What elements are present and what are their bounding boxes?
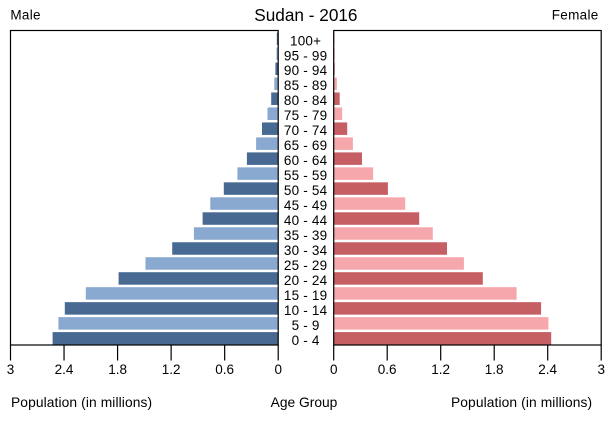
svg-text:3: 3 bbox=[597, 362, 605, 377]
svg-text:2.4: 2.4 bbox=[538, 362, 557, 377]
svg-text:Sudan - 2016: Sudan - 2016 bbox=[254, 5, 357, 25]
svg-text:1.8: 1.8 bbox=[108, 362, 127, 377]
svg-text:0: 0 bbox=[274, 362, 282, 377]
svg-text:80 - 84: 80 - 84 bbox=[284, 93, 328, 108]
svg-text:20 - 24: 20 - 24 bbox=[284, 273, 328, 288]
svg-text:10 - 14: 10 - 14 bbox=[284, 303, 328, 318]
svg-text:5 - 9: 5 - 9 bbox=[292, 318, 320, 333]
svg-text:65 - 69: 65 - 69 bbox=[284, 138, 327, 153]
svg-text:25 - 29: 25 - 29 bbox=[284, 258, 327, 273]
svg-text:1.8: 1.8 bbox=[485, 362, 504, 377]
svg-text:15 - 19: 15 - 19 bbox=[284, 288, 327, 303]
svg-text:90 - 94: 90 - 94 bbox=[284, 63, 328, 78]
svg-text:Population (in millions): Population (in millions) bbox=[11, 395, 152, 410]
svg-text:60 - 64: 60 - 64 bbox=[284, 153, 328, 168]
svg-text:0.6: 0.6 bbox=[215, 362, 234, 377]
svg-text:1.2: 1.2 bbox=[431, 362, 450, 377]
svg-text:30 - 34: 30 - 34 bbox=[284, 243, 328, 258]
svg-text:100+: 100+ bbox=[290, 33, 321, 48]
svg-text:2.4: 2.4 bbox=[55, 362, 74, 377]
svg-text:70 - 74: 70 - 74 bbox=[284, 123, 328, 138]
svg-text:75 - 79: 75 - 79 bbox=[284, 108, 327, 123]
svg-text:95 - 99: 95 - 99 bbox=[284, 48, 327, 63]
svg-text:Population (in millions): Population (in millions) bbox=[451, 395, 592, 410]
svg-text:40 - 44: 40 - 44 bbox=[284, 213, 328, 228]
svg-text:85 - 89: 85 - 89 bbox=[284, 78, 327, 93]
svg-text:1.2: 1.2 bbox=[162, 362, 181, 377]
svg-text:Male: Male bbox=[10, 8, 40, 23]
svg-text:Age Group: Age Group bbox=[271, 395, 338, 410]
svg-text:50 - 54: 50 - 54 bbox=[284, 183, 328, 198]
svg-text:3: 3 bbox=[7, 362, 15, 377]
svg-text:0 - 4: 0 - 4 bbox=[292, 333, 320, 348]
svg-text:Female: Female bbox=[552, 8, 599, 23]
svg-text:35 - 39: 35 - 39 bbox=[284, 228, 327, 243]
svg-text:0: 0 bbox=[330, 362, 338, 377]
svg-text:55 - 59: 55 - 59 bbox=[284, 168, 327, 183]
svg-text:45 - 49: 45 - 49 bbox=[284, 198, 327, 213]
svg-text:0.6: 0.6 bbox=[378, 362, 397, 377]
